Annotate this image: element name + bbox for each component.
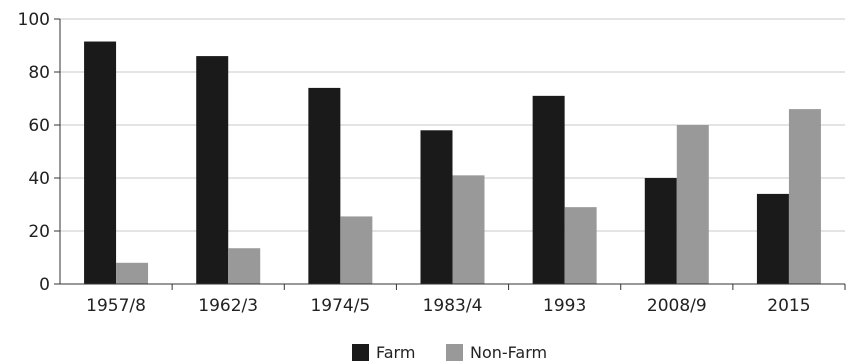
y-tick-label: 60 [28, 116, 50, 136]
bar-farm-1 [196, 56, 229, 284]
bar-non-farm-6 [788, 109, 821, 284]
bar-farm-3 [420, 130, 453, 284]
bar-non-farm-5 [676, 125, 709, 284]
legend-swatch-farm [352, 344, 369, 361]
x-tick-label: 1993 [543, 296, 586, 316]
bar-non-farm-2 [340, 216, 373, 284]
bars [84, 41, 821, 285]
bar-non-farm-4 [564, 207, 597, 284]
x-tick-label: 1962/3 [198, 296, 258, 316]
legend-label-non-farm: Non-Farm [470, 343, 547, 362]
y-tick-label: 0 [39, 275, 50, 295]
bar-farm-4 [532, 95, 565, 284]
x-tick-label: 1983/4 [423, 296, 483, 316]
bar-farm-5 [644, 178, 677, 284]
bar-farm-0 [84, 41, 117, 285]
x-tick-label: 2008/9 [647, 296, 707, 316]
x-tick-label: 1974/5 [310, 296, 370, 316]
y-tick-label: 100 [18, 10, 50, 30]
legend-swatch-non-farm [446, 344, 463, 361]
legend-label-farm: Farm [376, 343, 415, 362]
y-tick-label: 80 [28, 63, 50, 83]
x-tick-label: 2015 [767, 296, 810, 316]
bar-non-farm-1 [228, 248, 261, 284]
y-tick-label: 20 [28, 222, 50, 242]
bar-non-farm-3 [452, 175, 485, 284]
legend: Farm Non-Farm [352, 343, 547, 362]
x-axis: 1957/8 1962/3 1974/5 1983/4 1993 2008/9 2015 [60, 283, 846, 316]
y-axis: 0 20 40 60 80 100 [18, 10, 61, 295]
bar-farm-2 [308, 87, 341, 285]
bar-non-farm-0 [116, 262, 149, 284]
grid-lines [60, 18, 845, 232]
x-tick-label: 1957/8 [86, 296, 146, 316]
bar-farm-6 [756, 193, 789, 284]
y-tick-label: 40 [28, 169, 50, 189]
